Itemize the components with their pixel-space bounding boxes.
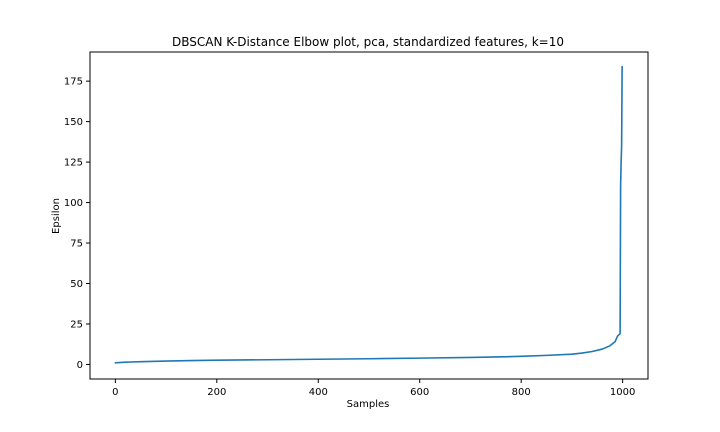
y-tick-label: 125 [64, 158, 83, 169]
x-tick-label: 400 [309, 387, 328, 398]
y-axis-ticks: 0 25 50 75 100 125 150 175 [64, 77, 90, 371]
x-tick-label: 1000 [610, 387, 635, 398]
plot-frame [89, 51, 649, 380]
chart-title: DBSCAN K-Distance Elbow plot, pca, stand… [172, 35, 564, 49]
x-tick-label: 600 [410, 387, 429, 398]
x-tick-label: 200 [207, 387, 226, 398]
x-tick-label: 0 [112, 387, 118, 398]
x-tick-label: 800 [512, 387, 531, 398]
y-axis-label: Epsilon [51, 198, 62, 234]
y-tick-label: 100 [64, 198, 83, 209]
y-tick-label: 75 [70, 239, 83, 250]
y-tick-label: 50 [70, 279, 83, 290]
y-tick-label: 175 [64, 77, 83, 88]
series-line [114, 65, 623, 364]
plot-area [89, 51, 649, 380]
y-tick-label: 25 [70, 319, 83, 330]
x-axis-label: Samples [347, 399, 390, 410]
y-tick-label: 150 [64, 117, 83, 128]
x-axis-ticks: 0 200 400 600 800 1000 [112, 379, 635, 398]
y-tick-label: 0 [77, 360, 83, 371]
